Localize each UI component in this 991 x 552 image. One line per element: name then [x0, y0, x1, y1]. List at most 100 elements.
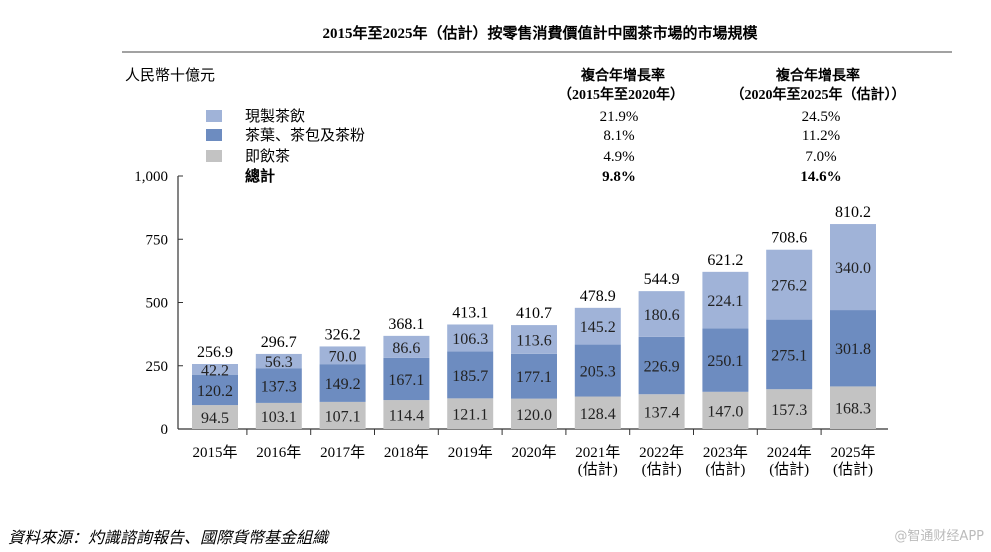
bar-segment: [447, 351, 494, 399]
x-tick-label: (估計): [769, 461, 809, 478]
bar-segment: [638, 394, 685, 429]
bar-segment: [766, 319, 813, 390]
cagr-value-2015-2020: 4.9%: [603, 149, 634, 165]
bar-segment-label: 275.1: [771, 347, 807, 364]
x-tick-label: 2020年: [511, 444, 556, 461]
bar-segment: [574, 307, 621, 345]
bar-segment: [766, 389, 813, 429]
bar-segment: [192, 374, 238, 406]
cagr-header-2-line2: （2020年至2025年（估計））: [731, 86, 906, 103]
bar-segment-label: 185.7: [452, 368, 488, 385]
bar-segment: [830, 310, 876, 387]
bar-total-label: 810.2: [835, 204, 871, 221]
bar-segment: [830, 386, 876, 429]
x-tick-label: 2025年: [830, 444, 875, 461]
bar-segment-label: 107.1: [325, 408, 361, 425]
legend-label: 現製茶飲: [245, 108, 305, 125]
bar-segment-label: 120.2: [197, 383, 233, 400]
bar-segment-label: 120.0: [516, 407, 552, 424]
bar-segment: [383, 357, 430, 401]
bar-segment-label: 250.1: [707, 353, 743, 370]
bar-segment-label: 180.6: [644, 307, 680, 324]
x-tick-label: 2019年: [448, 444, 493, 461]
bar-segment: [447, 324, 494, 352]
cagr-header-1-line1: 複合年增長率: [580, 67, 665, 84]
cagr-header-1-line2: （2015年至2020年）: [558, 86, 684, 103]
bar-segment-label: 113.6: [516, 332, 551, 349]
bar-segment: [511, 353, 557, 399]
bar-total-label: 708.6: [771, 230, 807, 247]
y-tick-label: 250: [146, 359, 169, 375]
bar-total-label: 413.1: [452, 304, 488, 321]
bar-segment-label: 86.6: [392, 340, 420, 357]
bar-segment-label: 177.1: [516, 369, 552, 386]
bar-segment: [383, 335, 430, 358]
y-tick-label: 750: [146, 232, 169, 248]
watermark: @智通财经APP: [894, 529, 984, 544]
x-tick-label: 2022年: [639, 444, 684, 461]
bar-segment-label: 42.2: [201, 362, 229, 379]
bar-segment: [255, 353, 302, 369]
legend: 現製茶飲 21.9% 24.5% 茶葉、茶包及茶粉 8.1% 11.2% 即飲茶 4.9% 7.…: [206, 108, 842, 185]
bar-segment-label: 121.1: [452, 407, 488, 424]
bar-segment-label: 224.1: [707, 293, 743, 310]
bar-segment-label: 106.3: [452, 331, 488, 348]
bar-segment-label: 94.5: [201, 410, 229, 427]
bar-segment: [255, 402, 302, 429]
x-tick-label: 2015年: [192, 444, 237, 461]
legend-label: 茶葉、茶包及茶粉: [245, 127, 365, 144]
bar-segment: [383, 400, 430, 429]
bar-segment-label: 103.1: [261, 409, 297, 426]
bar-segment-label: 128.4: [580, 406, 616, 423]
y-tick-label: 500: [146, 296, 169, 312]
bar-total-label: 326.2: [325, 326, 361, 343]
x-tick-label: (估計): [578, 461, 618, 478]
bar-segment-label: 226.9: [644, 359, 680, 376]
bar-segment: [319, 401, 366, 429]
bar-segment-label: 340.0: [835, 260, 871, 277]
y-tick-label: 1,000: [134, 169, 168, 185]
bar-segment-label: 167.1: [388, 372, 424, 389]
bar-total-label: 256.9: [197, 344, 233, 361]
bar-segment: [574, 344, 621, 397]
bar-segment-label: 147.0: [707, 403, 743, 420]
bar-segment: [638, 291, 685, 337]
bar-segment-label: 276.2: [771, 278, 807, 295]
cagr-value-2020-2025: 24.5%: [802, 109, 841, 125]
bar-total-label: 621.2: [707, 252, 743, 269]
bar-segment: [511, 398, 557, 429]
bar-segment: [511, 325, 557, 354]
bar-segment-label: 157.3: [771, 402, 807, 419]
y-tick-label: 0: [161, 422, 169, 438]
bar-segment: [638, 336, 685, 395]
x-tick-label: 2021年: [575, 444, 620, 461]
cagr-value-2020-2025: 14.6%: [800, 169, 841, 185]
bar-segment: [319, 364, 366, 402]
bar-segment: [702, 391, 749, 429]
bar-segment-label: 56.3: [265, 354, 293, 371]
legend-label: 即飲茶: [245, 148, 290, 165]
bar-total-label: 296.7: [261, 334, 297, 351]
axes: 0 250 500 750 1,000 2015年 2016年 2017年 2018年 2019年…: [134, 169, 888, 478]
bar-segment: [702, 271, 749, 329]
bar-segment-label: 70.0: [329, 348, 357, 365]
bar-segment: [702, 328, 749, 392]
bar-segment-label: 137.3: [261, 379, 297, 396]
bar-segment: [192, 405, 238, 429]
bar-total-label: 410.7: [516, 305, 552, 322]
x-tick-label: 2016年: [256, 444, 301, 461]
bar-segment: [830, 224, 876, 311]
bar-segment-label: 301.8: [835, 341, 871, 358]
source-note: 資料來源：灼識諮詢報告、國際貨幣基金組織: [8, 529, 330, 547]
bar-total-label: 478.9: [580, 288, 616, 305]
legend-swatch: [206, 129, 222, 141]
x-tick-label: 2017年: [320, 444, 365, 461]
x-tick-label: (估計): [833, 461, 873, 478]
bar-segment: [192, 364, 238, 375]
x-tick-label: (估計): [642, 461, 682, 478]
cagr-value-2015-2020: 9.8%: [602, 169, 636, 185]
bar-segment-label: 114.4: [389, 408, 424, 425]
bar-segment-label: 137.4: [644, 405, 680, 422]
